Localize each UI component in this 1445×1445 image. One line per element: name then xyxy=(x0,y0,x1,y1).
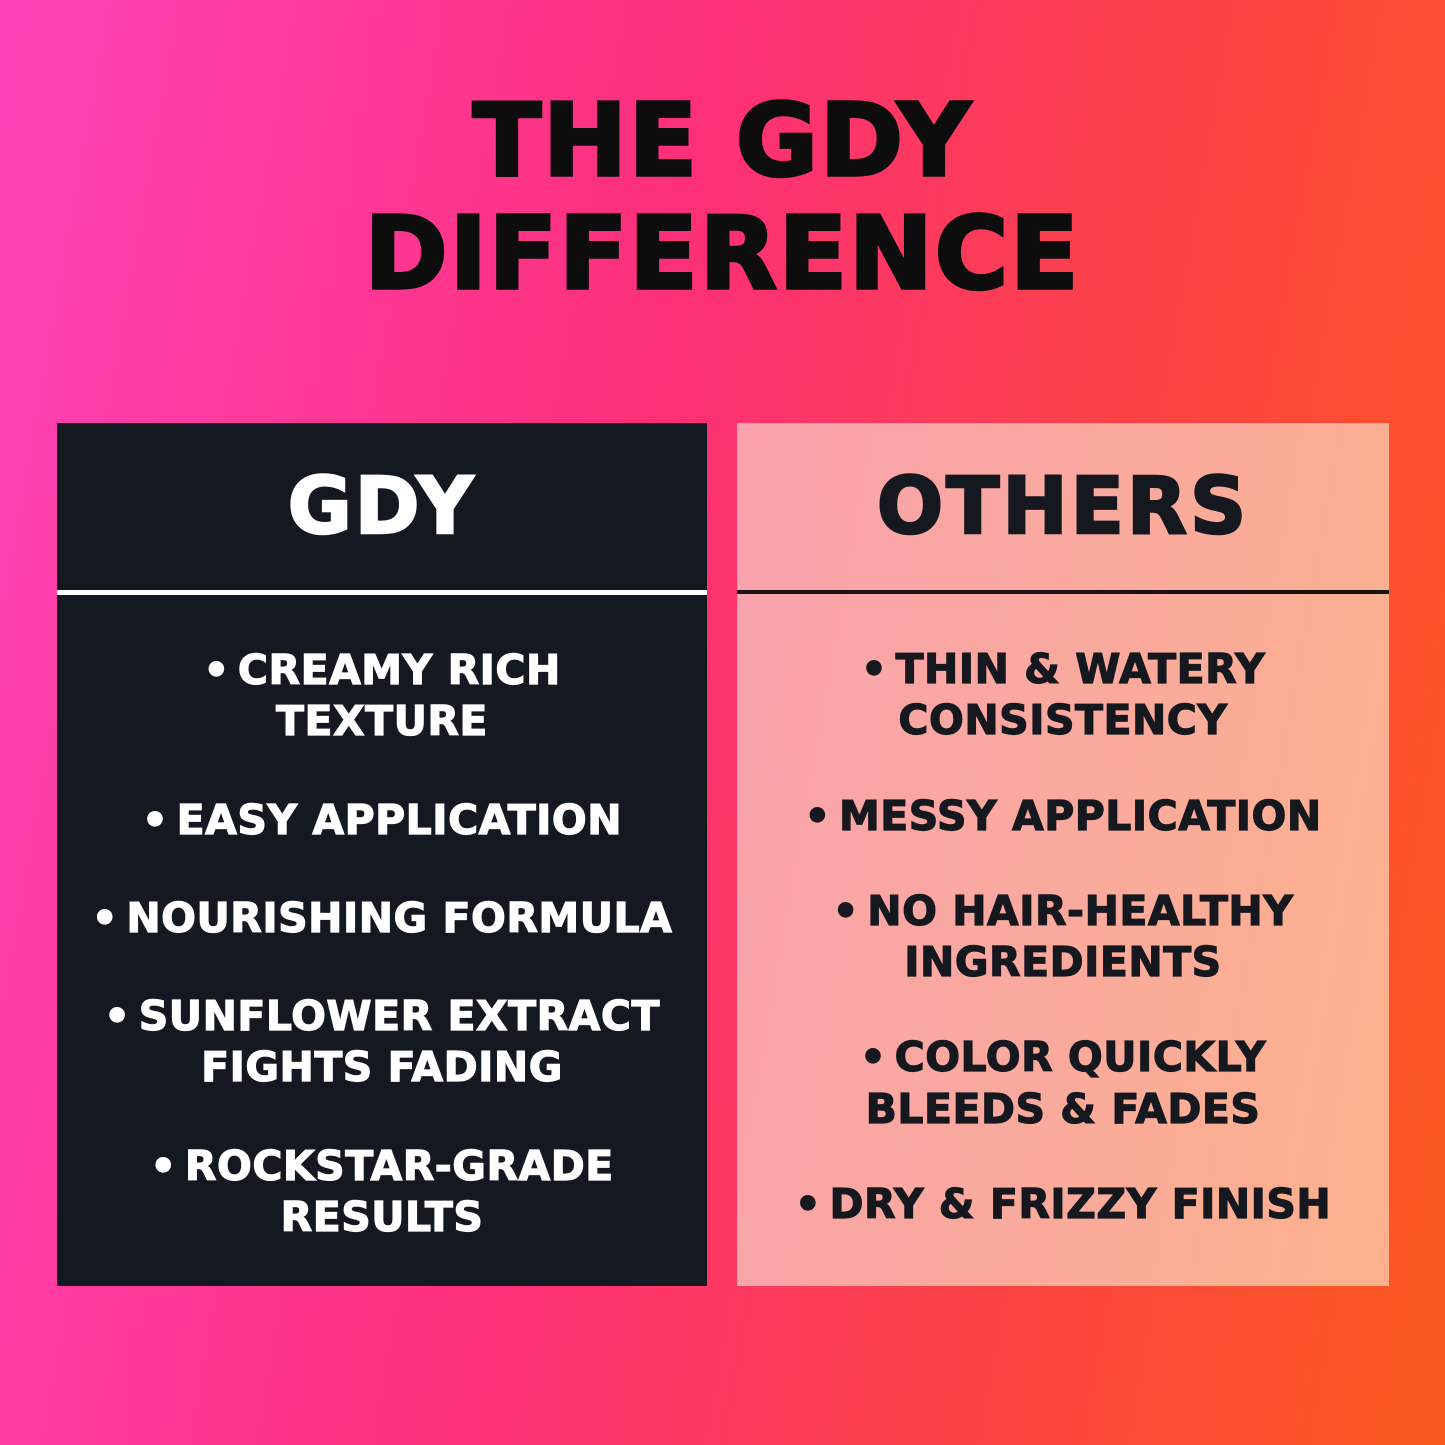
gdy-column: GDY • CREAMY RICH TEXTURE • EASY APPLICATI… xyxy=(57,423,707,1286)
others-column-title: OTHERS xyxy=(876,460,1250,553)
gdy-item-nourishing-formula: • NOURISHING FORMULA xyxy=(91,893,673,944)
gdy-item-creamy-texture: • CREAMY RICH TEXTURE xyxy=(203,645,561,748)
gdy-column-title: GDY xyxy=(286,460,477,553)
bullet-icon: • xyxy=(141,795,169,844)
bullet-icon: • xyxy=(203,645,230,694)
others-item-label: DRY & FRIZZY FINISH xyxy=(829,1179,1332,1228)
gdy-benefits-list: • CREAMY RICH TEXTURE • EASY APPLICATION •… xyxy=(57,595,707,1243)
bullet-icon: • xyxy=(103,991,131,1040)
others-item-label: NO HAIR-HEALTHY INGREDIENTS xyxy=(867,886,1294,986)
bullet-icon: • xyxy=(832,886,860,935)
bullet-icon: • xyxy=(794,1179,822,1228)
others-item-label: MESSY APPLICATION xyxy=(838,791,1322,840)
bullet-icon: • xyxy=(804,791,831,840)
page-title: THE GDY DIFFERENCE xyxy=(363,82,1081,312)
gdy-item-label: CREAMY RICH TEXTURE xyxy=(237,645,561,746)
bullet-icon: • xyxy=(91,893,119,942)
others-header-divider xyxy=(737,590,1389,594)
gdy-item-sunflower-extract: • SUNFLOWER EXTRACT FIGHTS FADING xyxy=(103,991,660,1094)
others-item-label: THIN & WATERY CONSISTENCY xyxy=(895,644,1266,745)
gdy-item-label: ROCKSTAR-GRADE RESULTS xyxy=(184,1141,614,1241)
gdy-item-label: NOURISHING FORMULA xyxy=(126,893,673,942)
bullet-icon: • xyxy=(860,644,888,693)
others-item-dry-frizzy: • DRY & FRIZZY FINISH xyxy=(794,1179,1332,1230)
gdy-item-label: EASY APPLICATION xyxy=(176,795,623,844)
others-column: OTHERS • THIN & WATERY CONSISTENCY • MESSY… xyxy=(737,423,1389,1286)
gdy-header-divider xyxy=(57,590,707,595)
gdy-item-rockstar-results: • ROCKSTAR-GRADE RESULTS xyxy=(150,1141,614,1244)
gdy-item-easy-application: • EASY APPLICATION xyxy=(141,795,623,846)
gdy-item-label: SUNFLOWER EXTRACT FIGHTS FADING xyxy=(138,991,660,1092)
others-item-color-bleeds: • COLOR QUICKLY BLEEDS & FADES xyxy=(859,1032,1267,1135)
others-item-no-healthy-ingredients: • NO HAIR-HEALTHY INGREDIENTS xyxy=(832,886,1294,989)
others-drawbacks-list: • THIN & WATERY CONSISTENCY • MESSY APPLIC… xyxy=(737,594,1389,1230)
bullet-icon: • xyxy=(150,1141,177,1190)
others-item-label: COLOR QUICKLY BLEEDS & FADES xyxy=(865,1033,1267,1133)
bullet-icon: • xyxy=(859,1033,887,1082)
others-item-messy-application: • MESSY APPLICATION xyxy=(804,791,1322,842)
others-item-thin-watery: • THIN & WATERY CONSISTENCY xyxy=(860,644,1266,747)
